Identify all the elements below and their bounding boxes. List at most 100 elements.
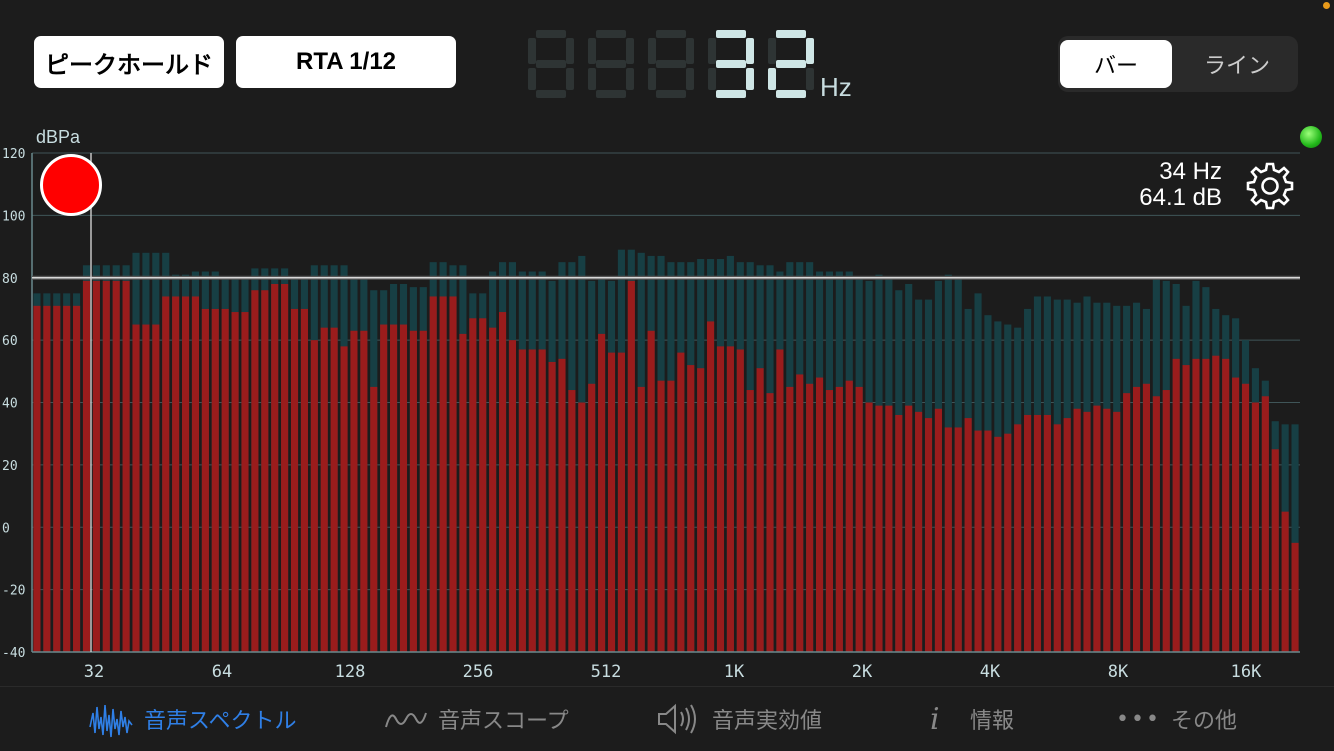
spectrum-bar [558, 358, 566, 652]
spectrum-bar [756, 368, 764, 652]
x-tick-label: 64 [212, 662, 232, 682]
spectrum-bar [439, 296, 447, 652]
spectrum-bar [647, 330, 655, 652]
spectrum-bar [1004, 433, 1012, 652]
spectrum-bar [300, 308, 308, 652]
spectrum-bar [1241, 383, 1250, 652]
tab-label: 音声実効値 [712, 709, 823, 734]
spectrum-bar [538, 349, 546, 652]
spectrum-bar [796, 374, 804, 652]
tab-label: その他 [1170, 709, 1237, 734]
spectrum-bar [172, 296, 180, 652]
spectrum-bar [1123, 393, 1131, 652]
record-button[interactable] [40, 154, 102, 216]
spectrum-bar [617, 352, 625, 652]
spectrum-bar [1053, 424, 1061, 652]
spectrum-bar [568, 390, 576, 652]
peak-bar [1291, 424, 1299, 652]
spectrum-bar [33, 305, 41, 652]
spectrum-bar [162, 296, 170, 652]
spectrum-bar [241, 312, 249, 652]
spectrum-bar [122, 280, 130, 652]
spectrum-bar [1261, 396, 1269, 652]
spectrum-bar [181, 296, 190, 652]
rta-resolution-button[interactable]: RTA 1/12 [236, 36, 456, 88]
spectrum-bar [290, 308, 299, 652]
speaker-icon [656, 702, 702, 736]
spectrum-bar [370, 386, 378, 652]
x-tick-label: 256 [463, 662, 494, 682]
bottom-tab-bar: 音声スペクトル 音声スコープ 音声実効値 i 情報 ••• その他 [0, 686, 1334, 751]
spectrum-bar [687, 365, 695, 652]
spectrum-bar [964, 418, 972, 652]
x-tick-label: 16K [1231, 662, 1262, 682]
spectrum-bar [588, 383, 596, 652]
spectrum-bar [142, 324, 150, 652]
spectrum-bar [598, 333, 606, 652]
tab-other[interactable]: ••• その他 [1116, 687, 1237, 751]
more-dots-icon: ••• [1116, 706, 1161, 732]
y-tick-label: 80 [2, 272, 18, 287]
spectrum-bar [835, 386, 843, 652]
spectrum-bar [825, 390, 834, 652]
spectrum-bar [697, 368, 705, 652]
spectrum-bar [944, 427, 952, 652]
spectrum-bar [1073, 408, 1081, 652]
spectrum-bar [994, 436, 1002, 652]
spectrum-bar [1281, 511, 1289, 652]
spectrum-bar [1132, 386, 1141, 652]
spectrum-bar [1083, 411, 1091, 652]
spectrum-bar [746, 390, 754, 652]
spectrum-bar [211, 308, 219, 652]
spectrum-bar [1043, 414, 1051, 652]
spectrum-bar [667, 380, 675, 652]
tab-audio-rms[interactable]: 音声実効値 [656, 687, 822, 751]
line-mode-button[interactable]: ライン [1203, 54, 1270, 79]
spectrum-bar [1142, 383, 1151, 652]
spectrum-wave-icon [88, 699, 134, 739]
spectrum-bar [479, 318, 487, 652]
spectrum-bar [934, 408, 942, 652]
y-axis-unit-label: dBPa [36, 127, 81, 147]
spectrum-bar [82, 280, 91, 652]
spectrum-bar [390, 324, 398, 652]
tab-label: 情報 [970, 709, 1015, 734]
spectrum-bar [102, 280, 110, 652]
x-tick-label: 512 [591, 662, 622, 682]
spectrum-bar [1172, 358, 1180, 652]
spectrum-bar [152, 324, 160, 652]
spectrum-chart[interactable]: 120 100 80 60 40 20 0 -20 -40 32 64 128 256 512 1K 2K 4K… [0, 122, 1334, 686]
spectrum-bar [360, 330, 368, 652]
spectrum-bar [73, 305, 81, 652]
spectrum-bar [330, 327, 338, 652]
spectrum-bar [1182, 365, 1190, 652]
x-tick-label: 4K [980, 662, 1001, 682]
spectrum-bar [1152, 396, 1160, 652]
spectrum-bar [112, 280, 120, 652]
tab-audio-scope[interactable]: 音声スコープ [384, 687, 569, 751]
tab-label: 音声スコープ [438, 709, 569, 734]
spectrum-bar [271, 283, 279, 652]
spectrum-bar [716, 346, 725, 652]
spectrum-bar [865, 402, 873, 652]
spectrum-bar [1202, 358, 1210, 652]
bar-mode-button[interactable]: バー [1060, 40, 1172, 88]
x-tick-label: 32 [84, 662, 104, 682]
spectrum-bar [1113, 411, 1121, 652]
spectrum-bar [1093, 405, 1101, 652]
tab-audio-spectrum[interactable]: 音声スペクトル [88, 687, 296, 751]
y-tick-label: 0 [2, 521, 10, 536]
x-tick-label: 128 [335, 662, 366, 682]
peak-hold-button[interactable]: ピークホールド [34, 36, 224, 88]
spectrum-plot[interactable]: 120 100 80 60 40 20 0 -20 -40 32 64 128 256 512 1K 2K 4K… [0, 122, 1334, 686]
spectrum-bar [63, 305, 71, 652]
gear-icon[interactable] [1244, 160, 1296, 212]
status-led [1300, 126, 1322, 148]
spectrum-bar [251, 290, 259, 652]
tab-info[interactable]: i 情報 [930, 687, 1014, 751]
spectrum-bar [845, 380, 853, 652]
spectrum-bar [221, 308, 229, 652]
top-toolbar: ピークホールド RTA 1/12 Hz バー ライン [0, 0, 1334, 122]
x-tick-label: 8K [1108, 662, 1129, 682]
x-tick-label: 2K [852, 662, 873, 682]
